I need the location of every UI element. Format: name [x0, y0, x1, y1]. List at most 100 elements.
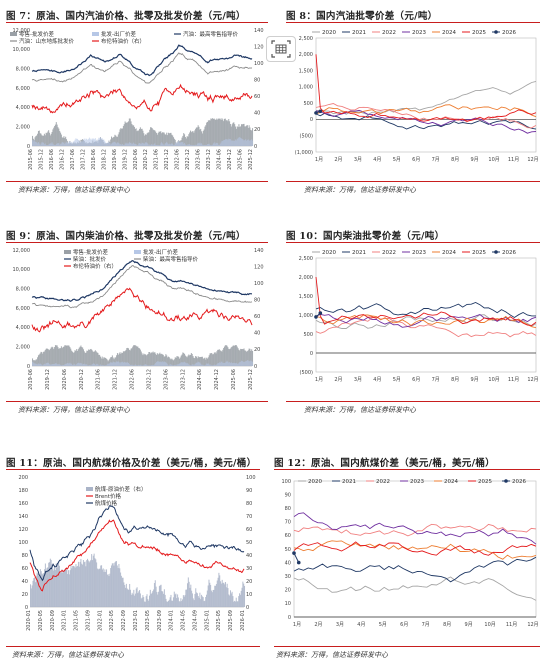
spread-bar — [98, 137, 100, 146]
spread-bar — [123, 144, 125, 146]
y-tick-label-left: 0 — [27, 144, 30, 150]
spread-bar — [146, 354, 148, 366]
spread-bar — [144, 142, 147, 146]
spread-bar — [163, 361, 165, 366]
spread-bar — [179, 363, 181, 366]
y-tick-label: 1,000 — [299, 313, 313, 319]
spread-bar — [234, 124, 236, 146]
spread-bar — [61, 569, 63, 607]
spread-bar — [72, 364, 74, 366]
spread-bar — [142, 595, 144, 607]
spread-bar — [173, 145, 175, 146]
spread-bar — [184, 142, 186, 146]
spread-bar — [99, 138, 101, 146]
spread-bar — [53, 570, 55, 607]
legend-label: 汽油：山东地炼批发价 — [19, 37, 75, 45]
y-tick-label: 40 — [285, 560, 291, 566]
spread-bar — [218, 349, 220, 366]
spread-bar — [104, 357, 106, 366]
legend-label: 2024 — [444, 479, 458, 485]
spread-bar — [96, 140, 98, 146]
spread-bar — [74, 567, 76, 607]
spread-bar — [140, 365, 142, 366]
spread-bar — [58, 128, 60, 146]
spread-bar — [225, 345, 227, 366]
spread-bar — [186, 145, 188, 146]
spread-bar — [67, 345, 69, 366]
legend-label: 零售-批发价差 — [73, 248, 108, 256]
spread-bar — [229, 590, 231, 607]
jet-fuel-spread-chart: 0 10 20 30 40 50 60 70 80 90 100 1月 2月 3月 4月 5月 6月 7月 8月 9月… — [274, 471, 540, 645]
x-tick-label: 2022-06 — [130, 369, 136, 390]
spread-bar — [243, 583, 245, 607]
spread-bar — [145, 596, 147, 607]
spread-bar — [91, 554, 93, 607]
spread-bar — [243, 123, 245, 146]
spread-bar — [204, 365, 206, 366]
spread-bar — [237, 348, 239, 366]
x-tick-label: 2020-12 — [143, 149, 149, 170]
spread-bar — [96, 352, 98, 366]
spread-bar — [79, 561, 81, 607]
spread-bar — [93, 553, 95, 607]
spread-bar — [37, 364, 39, 366]
figure-source: 资料来源：万得，信达证券研发中心 — [18, 406, 130, 414]
spread-bar — [127, 143, 130, 146]
x-tick-label: 2020-09 — [50, 610, 56, 631]
spread-bar — [191, 353, 193, 366]
spread-bar — [43, 144, 45, 146]
spread-bar — [118, 143, 120, 146]
spread-bar — [60, 143, 62, 146]
spread-bar — [121, 352, 123, 366]
x-tick-label: 11月 — [508, 157, 519, 163]
spread-bar — [167, 601, 169, 607]
spread-bar — [161, 353, 163, 366]
spread-bar — [197, 356, 199, 366]
spread-bar — [240, 126, 242, 146]
spread-bar — [105, 357, 107, 366]
spread-bar — [240, 137, 242, 146]
spread-bar — [110, 565, 112, 607]
spread-bar — [143, 353, 145, 366]
spread-bar — [212, 365, 214, 366]
spread-bar — [204, 126, 206, 146]
spread-bar — [201, 594, 203, 607]
spread-bar — [125, 142, 127, 146]
spread-bar — [201, 596, 203, 607]
spread-bar — [146, 365, 148, 366]
spread-bar — [45, 132, 47, 146]
screenshot-tool-icon[interactable] — [266, 36, 296, 62]
spread-bar — [65, 345, 67, 366]
y-tick-label-right: 140 — [254, 248, 264, 254]
spread-bar — [101, 365, 103, 366]
x-tick-label: 2019-12 — [122, 149, 128, 170]
spread-bar — [202, 358, 204, 366]
spread-bar — [127, 348, 130, 366]
spread-bar — [149, 144, 151, 146]
spread-bar — [71, 350, 73, 366]
spread-bar — [37, 142, 39, 146]
spread-bar — [222, 362, 224, 366]
spread-bar — [229, 139, 231, 146]
spread-bar — [222, 141, 224, 146]
spread-bar — [129, 118, 131, 146]
spread-bar — [135, 144, 137, 146]
y-tick-label-left: 10,000 — [13, 47, 31, 53]
spread-bar — [122, 352, 124, 366]
spread-bar — [58, 561, 60, 607]
spread-bar — [247, 350, 249, 366]
spread-bar — [199, 592, 201, 607]
spread-bar — [136, 587, 138, 607]
spread-bar — [122, 128, 124, 146]
spread-bar — [150, 594, 152, 607]
spread-bar — [49, 135, 51, 146]
spread-bar — [206, 122, 208, 146]
spread-bar — [106, 142, 108, 146]
spread-bar — [147, 132, 149, 146]
spread-bar — [227, 140, 229, 146]
spread-bar — [37, 357, 39, 366]
spread-bar — [54, 126, 56, 146]
spread-bar — [249, 348, 251, 366]
spread-bar — [235, 362, 237, 366]
